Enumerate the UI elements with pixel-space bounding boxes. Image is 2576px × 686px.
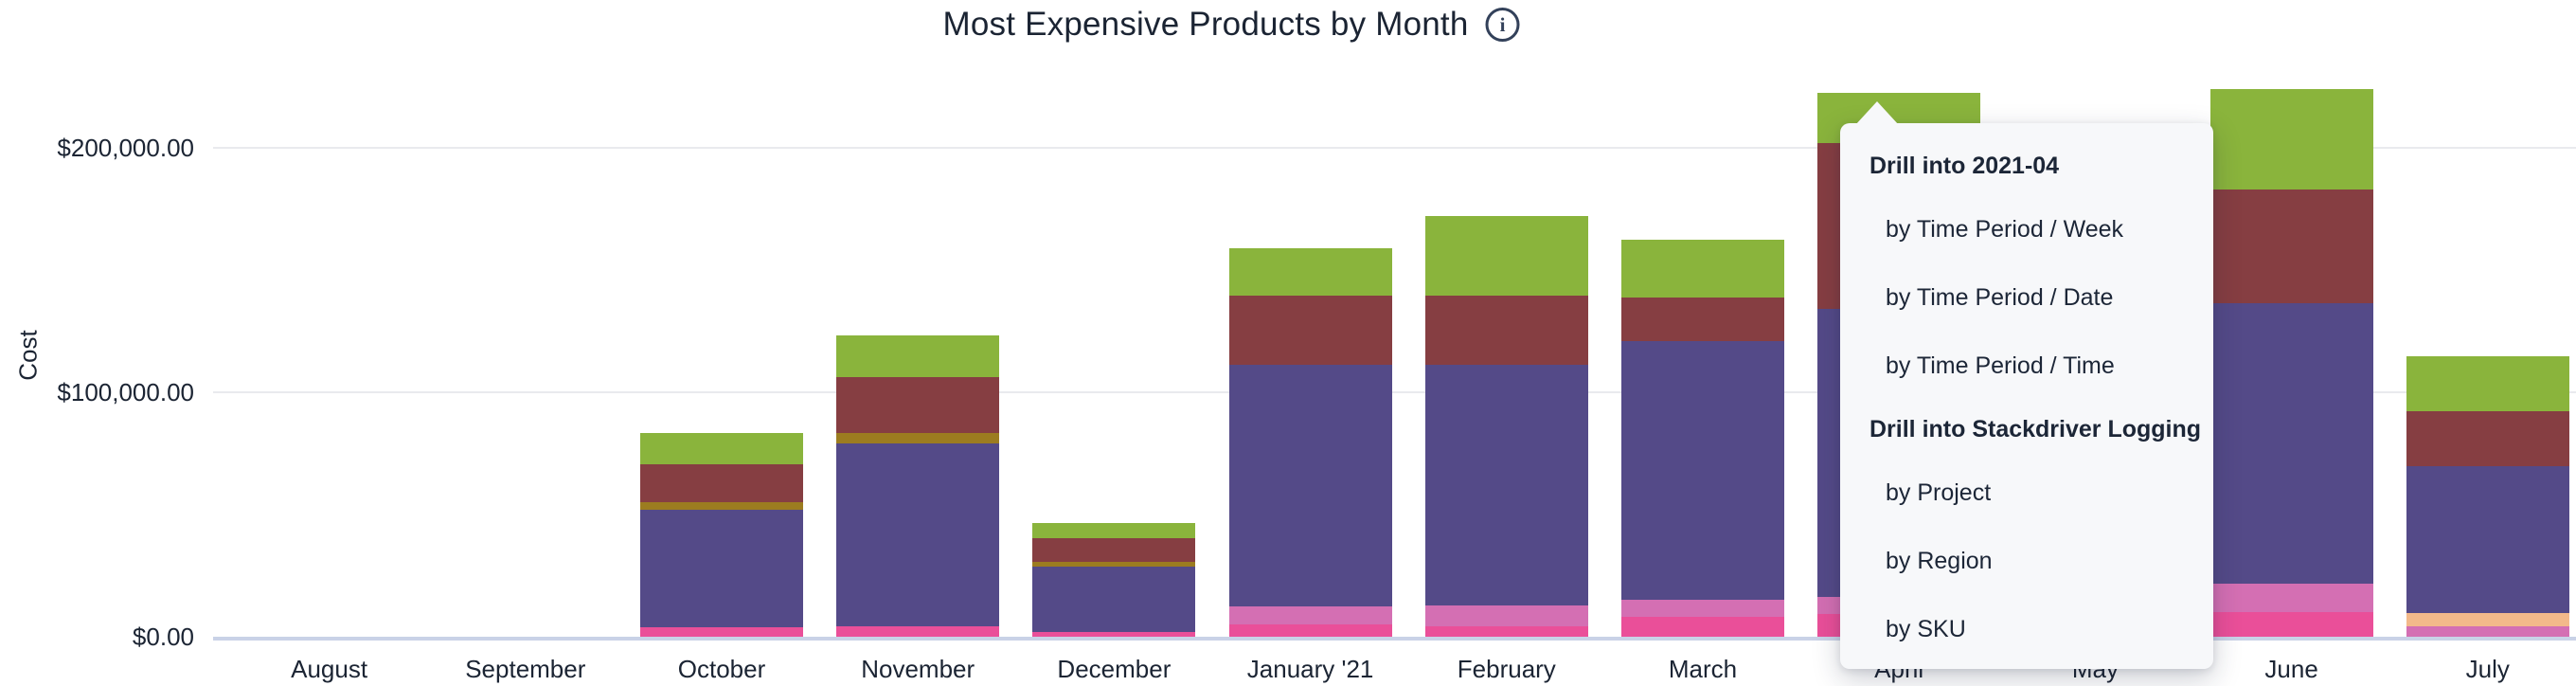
menu-section-header-time: Drill into 2021-04 — [1869, 152, 2060, 179]
bar-segment-maroon-series[interactable] — [2406, 410, 2569, 466]
chart-title: Most Expensive Products by Month — [942, 6, 1469, 43]
bar-segment-green-series[interactable] — [836, 334, 1000, 377]
menu-item-by-week[interactable]: by Time Period / Week — [1886, 215, 2124, 243]
bar-segment-maroon-series[interactable] — [1621, 298, 1784, 342]
bar-segment-hot-pink-series[interactable] — [2209, 611, 2373, 637]
bar-segment-orchid-pink-series[interactable] — [1621, 600, 1784, 618]
bar-segment-maroon-series[interactable] — [1424, 296, 1588, 366]
chart-header: Most Expensive Products by Month i — [943, 6, 1520, 44]
bar-segment-olive-series[interactable] — [640, 501, 803, 510]
bar-segment-green-series[interactable] — [1424, 215, 1588, 297]
bar-segment-orchid-pink-series[interactable] — [1424, 605, 1588, 626]
y-tick-label: $100,000.00 — [57, 378, 194, 406]
bar-segment-hot-pink-series[interactable] — [836, 625, 1000, 637]
bar-segment-olive-series[interactable] — [1032, 562, 1196, 568]
bar-segment-olive-series[interactable] — [836, 432, 1000, 443]
bar-segment-orchid-pink-series[interactable] — [1228, 606, 1392, 625]
bar-segment-maroon-series[interactable] — [640, 463, 803, 502]
bar-segment-orchid-pink-series[interactable] — [2209, 584, 2373, 612]
x-axis-label: July — [2465, 655, 2510, 683]
x-axis-label: November — [861, 655, 975, 683]
x-axis-label: March — [1668, 655, 1738, 683]
bar-segment-peach-series[interactable] — [2406, 612, 2569, 626]
bar-segment-purple-series[interactable] — [836, 442, 1000, 626]
info-icon[interactable]: i — [1485, 8, 1520, 42]
x-axis-label: August — [291, 655, 368, 683]
bar-segment-purple-series[interactable] — [1621, 341, 1784, 601]
bar-segment-purple-series[interactable] — [2209, 303, 2373, 584]
bar-segment-purple-series[interactable] — [640, 509, 803, 627]
menu-item-by-sku[interactable]: by SKU — [1886, 615, 1966, 642]
x-axis-label: January '21 — [1246, 655, 1374, 683]
bar-segment-maroon-series[interactable] — [836, 376, 1000, 433]
bar-segment-orchid-pink-series[interactable] — [2406, 625, 2569, 637]
x-axis-label: December — [1057, 655, 1172, 683]
menu-item-by-region[interactable]: by Region — [1886, 547, 1993, 574]
bar-segment-green-series[interactable] — [1621, 240, 1784, 298]
bar-segment-green-series[interactable] — [1032, 523, 1196, 539]
bar-segment-hot-pink-series[interactable] — [1032, 632, 1196, 637]
x-axis-label: October — [677, 655, 766, 683]
bar-segment-purple-series[interactable] — [1424, 365, 1588, 605]
bar-segment-hot-pink-series[interactable] — [640, 626, 803, 637]
bar-segment-purple-series[interactable] — [1032, 567, 1196, 633]
menu-item-by-project[interactable]: by Project — [1886, 478, 1992, 506]
y-tick-label: $0.00 — [132, 623, 194, 651]
menu-item-by-date[interactable]: by Time Period / Date — [1886, 283, 2114, 311]
bar-segment-hot-pink-series[interactable] — [1424, 625, 1588, 637]
bar-segment-hot-pink-series[interactable] — [1228, 624, 1392, 637]
x-axis-label: September — [465, 655, 586, 683]
bar-segment-green-series[interactable] — [2406, 355, 2569, 411]
bar-segment-green-series[interactable] — [2209, 89, 2373, 190]
y-tick-label: $200,000.00 — [57, 134, 194, 162]
menu-item-by-time[interactable]: by Time Period / Time — [1886, 352, 2115, 379]
menu-arrow-icon — [1855, 101, 1899, 125]
bar-segment-purple-series[interactable] — [2406, 465, 2569, 613]
bar-segment-maroon-series[interactable] — [1228, 296, 1392, 366]
bar-segment-maroon-series[interactable] — [1032, 538, 1196, 563]
x-axis-label: February — [1457, 655, 1556, 683]
y-axis-title: Cost — [13, 330, 43, 381]
bar-segment-purple-series[interactable] — [1228, 365, 1392, 606]
x-axis-line — [213, 637, 2576, 641]
bar-segment-maroon-series[interactable] — [2209, 190, 2373, 304]
x-axis-label: June — [2264, 655, 2318, 683]
gridline — [213, 391, 2576, 393]
bar-segment-green-series[interactable] — [640, 432, 803, 464]
bar-segment-hot-pink-series[interactable] — [1621, 617, 1784, 637]
menu-section-header-stackdriver: Drill into Stackdriver Logging — [1869, 415, 2202, 442]
gridline — [213, 147, 2576, 149]
bar-segment-green-series[interactable] — [1228, 248, 1392, 297]
drill-down-menu: Drill into 2021-04 by Time Period / Week… — [1840, 123, 2213, 669]
